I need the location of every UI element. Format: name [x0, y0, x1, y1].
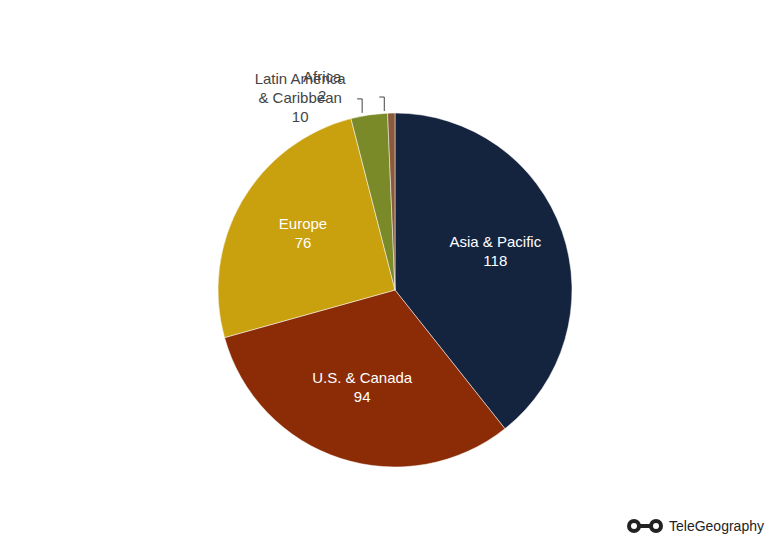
svg-text:U.S. & Canada94: U.S. & Canada94 — [312, 369, 413, 405]
svg-text:Asia & Pacific118: Asia & Pacific118 — [449, 233, 541, 269]
svg-text:Europe76: Europe76 — [279, 215, 327, 251]
svg-text:Africa2: Africa2 — [303, 68, 342, 104]
